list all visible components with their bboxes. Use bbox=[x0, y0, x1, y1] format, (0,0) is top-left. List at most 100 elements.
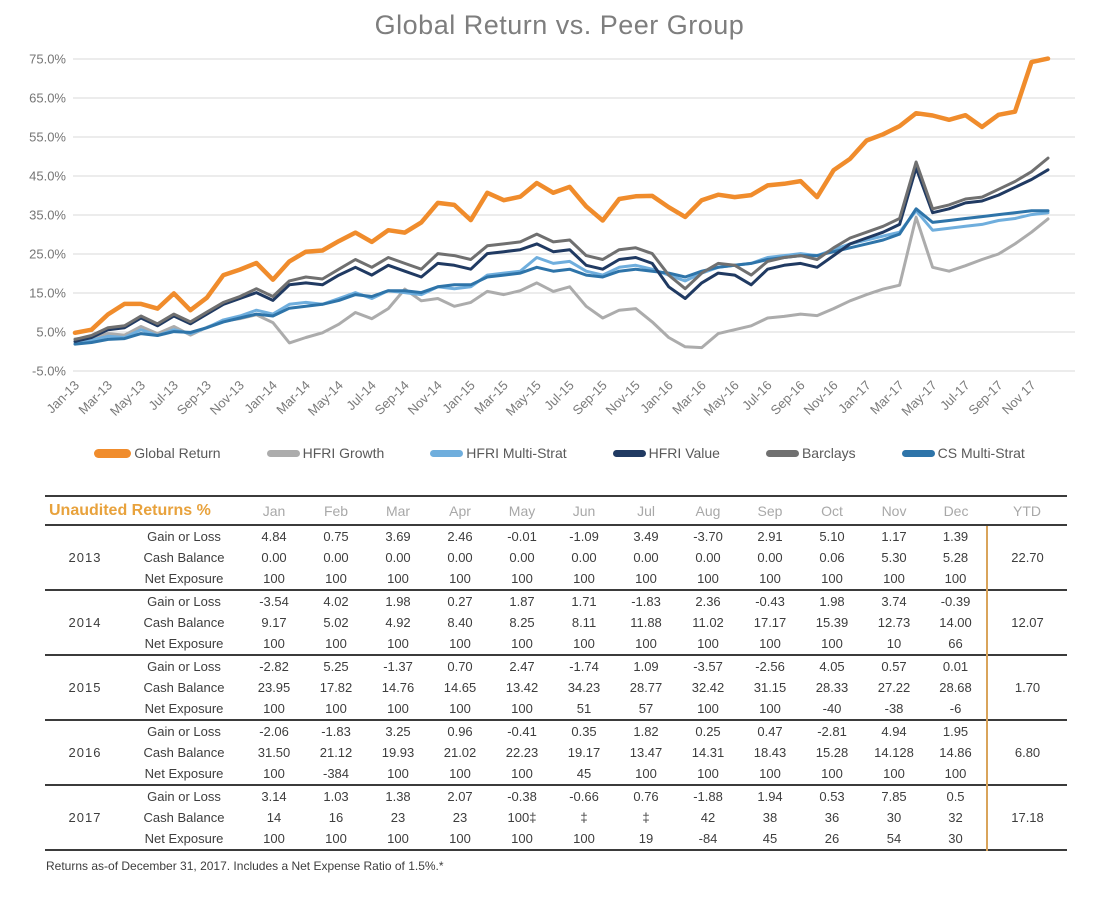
value-cell: 0.5 bbox=[946, 789, 965, 804]
value-cell: -0.66 bbox=[569, 789, 599, 804]
value-cell: 4.02 bbox=[323, 594, 349, 609]
ytd-value: 12.07 bbox=[986, 590, 1068, 655]
value-cell: 100 bbox=[821, 636, 843, 651]
legend-label: Global Return bbox=[134, 445, 221, 461]
value-cell: 13.42 bbox=[505, 680, 539, 695]
legend-label: HFRI Growth bbox=[302, 445, 385, 461]
value-cell: 100 bbox=[883, 571, 905, 586]
row-label: Gain or Loss bbox=[147, 529, 221, 544]
value-cell: 11.02 bbox=[692, 615, 724, 630]
row-label: Net Exposure bbox=[144, 766, 224, 781]
value-cell: -0.43 bbox=[755, 594, 785, 609]
chart-legend: Global Return HFRI Growth HFRI Multi-Strat… bbox=[0, 445, 1119, 461]
value-cell: 28.68 bbox=[939, 680, 972, 695]
value-cell: 100 bbox=[511, 571, 533, 586]
value-cell: 100 bbox=[325, 571, 347, 586]
value-cell: 1.98 bbox=[385, 594, 411, 609]
value-cell: 5.10 bbox=[819, 529, 845, 544]
value-cell: 36 bbox=[824, 810, 840, 825]
value-cell: 100 bbox=[387, 636, 409, 651]
legend-item-global-return: Global Return bbox=[94, 445, 221, 461]
value-cell: -84 bbox=[698, 831, 718, 846]
value-cell: 0.47 bbox=[757, 724, 783, 739]
x-axis-tick-label: Nov-15 bbox=[603, 378, 643, 418]
x-axis-tick-label: Sep-13 bbox=[174, 378, 214, 418]
year-group-2016: 2016 Gain or Loss -2.06 -1.83 3.25 0.96 -0.41 0… bbox=[45, 720, 1068, 785]
table-row: Net Exposure 100 100 100 100 100 100 19 -84 45 26 5… bbox=[45, 828, 1067, 850]
value-cell: 4.84 bbox=[261, 529, 287, 544]
table-row: 2013 Gain or Loss 4.84 0.75 3.69 2.46 -0.01 -1.… bbox=[45, 525, 1068, 590]
series-line-hfri-growth bbox=[73, 215, 1050, 350]
value-cell: 100 bbox=[449, 571, 471, 586]
y-axis-tick-label: 55.0% bbox=[29, 130, 66, 145]
value-cell: 42 bbox=[700, 810, 716, 825]
row-label: Net Exposure bbox=[144, 636, 224, 651]
month-header: Dec bbox=[925, 495, 988, 526]
value-cell: -0.38 bbox=[507, 789, 537, 804]
value-cell: 100 bbox=[573, 831, 595, 846]
value-cell: 0.00 bbox=[571, 550, 597, 565]
value-cell: 2.36 bbox=[695, 594, 721, 609]
legend-swatch-icon bbox=[430, 449, 464, 457]
value-cell: 1.98 bbox=[819, 594, 845, 609]
x-axis-tick-label: Nov-13 bbox=[207, 378, 247, 418]
series-line-barclays bbox=[73, 156, 1050, 341]
x-axis-tick-label: May-17 bbox=[898, 378, 939, 419]
value-cell: 0.06 bbox=[819, 550, 845, 565]
row-label: Cash Balance bbox=[143, 615, 225, 630]
value-cell: 100 bbox=[387, 831, 409, 846]
series-line-cs-multi-strat bbox=[73, 207, 1050, 346]
x-axis-tick-label: Nov 17 bbox=[999, 378, 1039, 418]
value-cell: 100 bbox=[387, 701, 409, 716]
value-cell: 0.57 bbox=[881, 659, 907, 674]
month-header: Sep bbox=[739, 495, 802, 526]
row-label: Cash Balance bbox=[143, 550, 225, 565]
value-cell: 45 bbox=[762, 831, 778, 846]
value-cell: 100 bbox=[263, 766, 285, 781]
value-cell: 3.69 bbox=[385, 529, 411, 544]
footnote: Returns as-of December 31, 2017. Include… bbox=[46, 859, 444, 873]
value-cell: 45 bbox=[576, 766, 592, 781]
value-cell: 100 bbox=[635, 571, 657, 586]
legend-swatch-icon bbox=[765, 449, 799, 457]
value-cell: ‡ bbox=[580, 810, 588, 825]
value-cell: 2.07 bbox=[447, 789, 473, 804]
value-cell: 10 bbox=[886, 636, 902, 651]
value-cell: 100 bbox=[511, 831, 533, 846]
value-cell: 100 bbox=[697, 701, 719, 716]
value-cell: -0.41 bbox=[507, 724, 537, 739]
value-cell: -38 bbox=[884, 701, 904, 716]
value-cell: 100 bbox=[387, 766, 409, 781]
table-row: Cash Balance 14 16 23 23 100‡ ‡ ‡ 42 38 36 30 32 bbox=[45, 807, 1067, 828]
year-label: 2013 bbox=[68, 550, 102, 565]
month-header: Oct bbox=[801, 495, 864, 526]
value-cell: 100 bbox=[883, 766, 905, 781]
value-cell: 0.00 bbox=[509, 550, 535, 565]
value-cell: 2.46 bbox=[447, 529, 473, 544]
value-cell: -2.81 bbox=[817, 724, 847, 739]
value-cell: 4.94 bbox=[881, 724, 907, 739]
value-cell: 100 bbox=[821, 571, 843, 586]
value-cell: 0.25 bbox=[695, 724, 721, 739]
value-cell: 19 bbox=[638, 831, 654, 846]
month-header: Aug bbox=[677, 495, 740, 526]
value-cell: 100 bbox=[449, 701, 471, 716]
value-cell: -6 bbox=[949, 701, 962, 716]
value-cell: ‡ bbox=[642, 810, 650, 825]
table-header-row: Unaudited Returns % Jan Feb Mar Apr May Jun Jul… bbox=[45, 495, 1068, 526]
month-header: Nov bbox=[863, 495, 926, 526]
year-label: 2015 bbox=[68, 680, 102, 695]
table-row: 2015 Gain or Loss -2.82 5.25 -1.37 0.70 2.47 -1… bbox=[45, 655, 1068, 720]
month-header: May bbox=[491, 495, 554, 526]
ytd-value: 22.70 bbox=[986, 525, 1068, 590]
month-header: Mar bbox=[367, 495, 430, 526]
value-cell: 11.88 bbox=[630, 615, 662, 630]
value-cell: 14.31 bbox=[691, 745, 725, 760]
legend-item-barclays: Barclays bbox=[765, 445, 856, 461]
table-row: Net Exposure 100 -384 100 100 100 45 100 100 100 1… bbox=[45, 763, 1067, 785]
value-cell: 14.86 bbox=[939, 745, 972, 760]
x-axis-tick-label: Jan-13 bbox=[43, 378, 82, 417]
row-label: Gain or Loss bbox=[147, 594, 221, 609]
value-cell: 0.35 bbox=[571, 724, 597, 739]
x-axis-labels: Jan-13Mar-13May-13Jul-13Sep-13Nov-13Jan-… bbox=[43, 378, 1038, 419]
